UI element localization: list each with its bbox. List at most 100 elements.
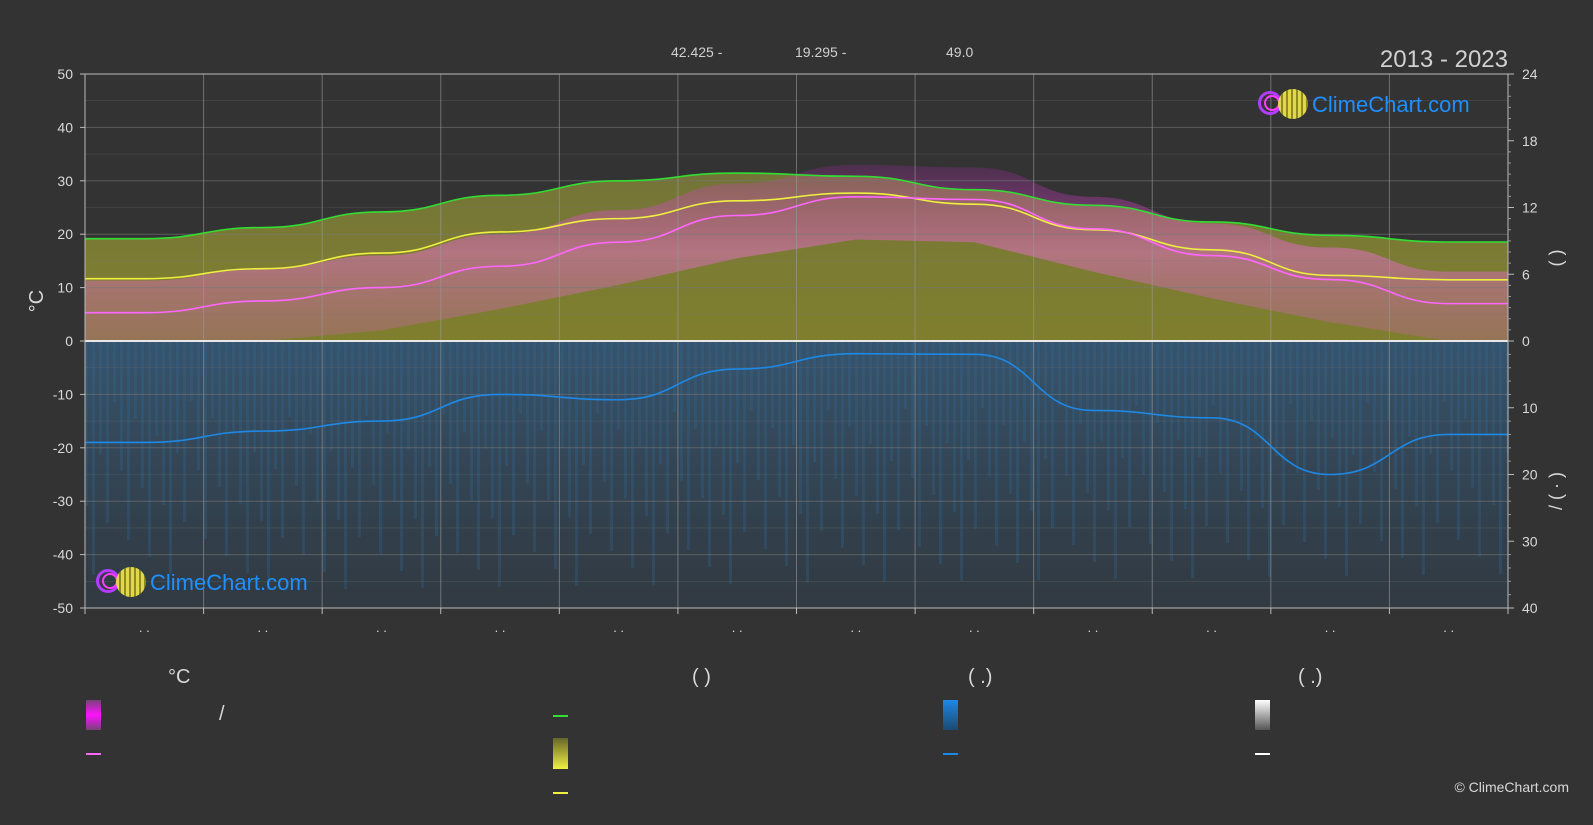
precipitation-streak: [1499, 341, 1502, 574]
legend-daylight-line: [553, 715, 568, 717]
right-axis-hours-label: 24: [1522, 66, 1538, 82]
precipitation-streak: [792, 341, 795, 445]
legend-sunshine-swatch: [553, 738, 568, 769]
left-axis-tick-label: -30: [53, 493, 73, 509]
precipitation-streak: [1387, 341, 1390, 420]
precipitation-streak: [1191, 341, 1194, 578]
precipitation-streak: [141, 341, 144, 488]
precipitation-streak: [1317, 341, 1320, 490]
precipitation-streak: [1128, 341, 1131, 527]
precipitation-streak: [1408, 341, 1411, 437]
legend-rain-swatch: [943, 700, 958, 730]
precipitation-streak: [750, 341, 753, 411]
precipitation-streak: [1457, 341, 1460, 540]
precipitation-streak: [932, 341, 935, 495]
precipitation-streak: [974, 341, 977, 529]
legend-rain-header: ( .): [968, 666, 993, 688]
precipitation-streak: [1450, 341, 1453, 471]
precipitation-streak: [358, 341, 361, 537]
precipitation-streak: [617, 341, 620, 430]
precipitation-streak: [883, 341, 886, 582]
precipitation-streak: [743, 341, 746, 532]
precipitation-streak: [988, 341, 991, 477]
climechart-logo-bottom[interactable]: ClimeChart.com: [96, 566, 308, 600]
precipitation-streak: [512, 341, 515, 535]
precipitation-streak: [442, 341, 445, 415]
precipitation-streak: [1030, 341, 1033, 511]
precipitation-streak: [393, 341, 396, 502]
x-axis-month-label: . .: [1325, 620, 1336, 635]
precipitation-streak: [190, 341, 193, 401]
right-axis-precip-label: 20: [1522, 467, 1538, 483]
precipitation-streak: [1219, 341, 1222, 474]
precipitation-streak: [785, 341, 788, 566]
precipitation-streak: [449, 341, 452, 484]
precipitation-streak: [169, 341, 172, 574]
precipitation-streak: [624, 341, 627, 499]
x-axis-month-label: . .: [257, 620, 268, 635]
precipitation-streak: [1345, 341, 1348, 576]
precipitation-streak: [939, 341, 942, 564]
precipitation-streak: [365, 341, 368, 416]
precipitation-streak: [246, 341, 249, 573]
copyright: © ClimeChart.com: [1454, 779, 1569, 795]
precipitation-streak: [309, 341, 312, 434]
precipitation-streak: [1422, 341, 1425, 575]
precipitation-streak: [764, 341, 767, 549]
precipitation-streak: [183, 341, 186, 522]
x-axis-month-label: . .: [1443, 620, 1454, 635]
precipitation-streak: [1093, 341, 1096, 562]
legend-snow-header: ( .): [1298, 666, 1323, 688]
left-axis-tick-label: 10: [57, 280, 73, 296]
legend-snow-line: [1255, 753, 1270, 755]
precipitation-streak: [967, 341, 970, 460]
precipitation-streak: [946, 341, 949, 443]
precipitation-streak: [1023, 341, 1026, 442]
precipitation-streak: [1065, 341, 1068, 476]
precipitation-streak: [533, 341, 536, 552]
precipitation-streak: [1044, 341, 1047, 459]
precipitation-streak: [1114, 341, 1117, 579]
precipitation-streak: [120, 341, 123, 471]
legend-sunshine-line: [553, 792, 568, 794]
left-axis-tick-label: 50: [57, 66, 73, 82]
left-axis-tick-label: -50: [53, 600, 73, 616]
precipitation-streak: [890, 341, 893, 461]
precipitation-streak: [1072, 341, 1075, 545]
precipitation-streak: [1485, 341, 1488, 436]
precipitation-streak: [92, 341, 95, 575]
precipitation-streak: [1037, 341, 1040, 580]
precipitation-streak: [1051, 341, 1054, 528]
precipitation-streak: [1282, 341, 1285, 525]
precipitation-streak: [428, 341, 431, 467]
right-axis-precip-title: / ( · ): [1546, 472, 1566, 510]
precipitation-streak: [330, 341, 333, 451]
precipitation-streak: [1352, 341, 1355, 455]
precipitation-streak: [862, 341, 865, 565]
precipitation-streak: [225, 341, 228, 556]
precipitation-streak: [505, 341, 508, 466]
precipitation-streak: [673, 341, 676, 412]
legend-mean-temperature-line: [86, 753, 101, 755]
precipitation-streak: [554, 341, 557, 569]
precipitation-streak: [288, 341, 291, 417]
precipitation-streak: [1002, 341, 1005, 425]
precipitation-streak: [267, 341, 270, 590]
precipitation-streak: [372, 341, 375, 485]
precipitation-streak: [575, 341, 578, 586]
precipitation-streak: [463, 341, 466, 432]
precipitation-streak: [981, 341, 984, 408]
precipitation-streak: [806, 341, 809, 583]
precipitation-streak: [848, 341, 851, 427]
precipitation-streak: [1275, 341, 1278, 456]
precipitation-streak: [1254, 341, 1257, 439]
climechart-logo-icon: [96, 566, 150, 600]
latitude-label: 42.425 -: [671, 44, 723, 60]
precipitation-streak: [1415, 341, 1418, 506]
precipitation-streak: [694, 341, 697, 429]
climechart-logo-top[interactable]: ClimeChart.com: [1258, 88, 1470, 122]
precipitation-streak: [778, 341, 781, 497]
precipitation-streak: [148, 341, 151, 557]
precipitation-streak: [1142, 341, 1145, 475]
